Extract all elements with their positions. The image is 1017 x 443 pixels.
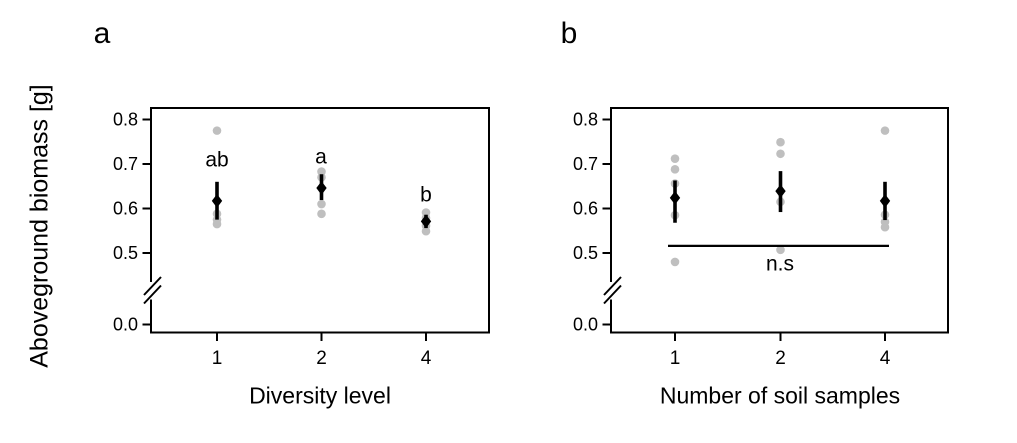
panel-a-axis-break-gap [149, 282, 153, 300]
panel-a-raw-point [421, 226, 431, 236]
panel-b-axis-break-slash [603, 284, 622, 305]
panel-a-letter: a [93, 17, 111, 50]
panel-a-y-tick-label: 0.0 [113, 315, 138, 335]
sig-letter-group-1: ab [205, 148, 229, 172]
panel-a-y-tick-label: 0.7 [113, 154, 138, 174]
panel-b-mean-point [775, 184, 786, 198]
panel-b-raw-point [670, 257, 680, 267]
panel-a-mean-point [420, 214, 432, 229]
panel-a-x-tick-label: 1 [212, 348, 223, 369]
y-axis-title: Aboveground biomass [g] [25, 84, 54, 368]
ns-annotation-label: n.s [765, 252, 795, 276]
panel-b-raw-point [880, 126, 890, 135]
panel-a-raw-point [317, 199, 326, 209]
panel-b-y-tick-label: 0.7 [573, 154, 598, 174]
panel-b-x-tick-label: 1 [670, 348, 681, 369]
panel-b-y-tick-label: 0.6 [573, 199, 598, 219]
panel-b-x-axis-title: Number of soil samples [659, 382, 901, 409]
panel-b-axis-break-gap [609, 282, 613, 300]
panel-b-raw-point [670, 165, 680, 174]
panel-a-y-tick-label: 0.5 [113, 243, 138, 263]
panel-a-mean-point [316, 181, 327, 195]
panel-a-axis-break-slash [143, 276, 162, 296]
panel-b-raw-point [776, 245, 785, 255]
panel-b-y-tick-label: 0.0 [573, 315, 598, 335]
sig-letter-group-4: b [420, 183, 432, 207]
panel-a-raw-point [317, 209, 326, 219]
panel-b-raw-point [880, 222, 890, 232]
panel-b-raw-point [670, 154, 680, 163]
panel-a-x-axis-title: Diversity level [249, 382, 391, 409]
panel-b-y-tick-label: 0.5 [573, 243, 598, 263]
panel-b-mean-point [669, 191, 681, 205]
panel-a-raw-point [212, 126, 222, 135]
panel-b-mean-point [879, 194, 891, 208]
panel-a-y-tick-label: 0.8 [113, 110, 138, 130]
panel-b-x-tick-label: 4 [880, 348, 891, 369]
panel-a-x-tick-label: 2 [316, 348, 327, 369]
panel-b-x-tick-label: 2 [775, 348, 786, 369]
panel-a-x-tick-label: 4 [421, 348, 432, 369]
panel-a-plot-box [150, 107, 490, 334]
panel-a-y-tick-label: 0.6 [113, 199, 138, 219]
panel-b-y-tick-label: 0.8 [573, 110, 598, 130]
panel-a-mean-point [211, 194, 223, 208]
panel-b-axis-break-slash [603, 276, 622, 296]
panel-b-raw-point [776, 137, 785, 147]
panel-b-letter: b [560, 17, 578, 50]
sig-letter-group-2: a [315, 145, 327, 169]
panel-b-raw-point [776, 149, 785, 159]
panel-a-axis-break-slash [143, 284, 162, 305]
panel-a-raw-point [212, 219, 222, 229]
